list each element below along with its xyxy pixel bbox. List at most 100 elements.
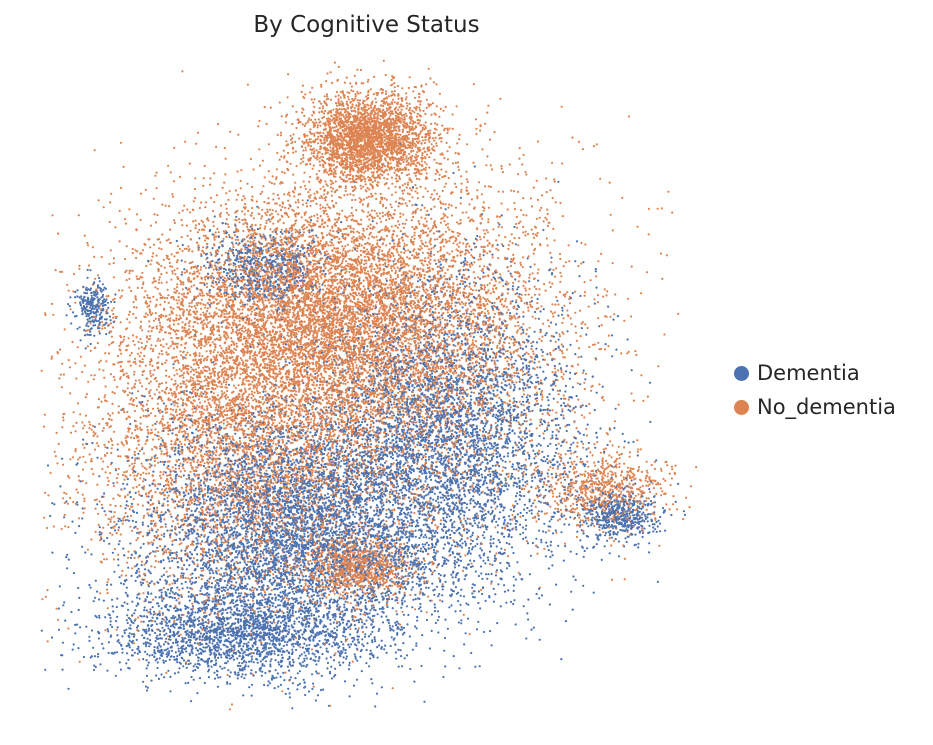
point [419,580,421,582]
point [655,459,657,461]
point [669,508,671,510]
point [366,215,368,217]
point [340,96,342,98]
point [92,647,94,649]
point [427,227,429,229]
point [469,362,471,364]
point [398,224,400,226]
point [342,622,344,624]
point [471,198,473,200]
point [618,490,620,492]
point [66,284,68,286]
point [496,545,498,547]
point [163,662,165,664]
point [562,345,564,347]
point [213,494,215,496]
point [558,339,560,341]
point [430,479,432,481]
point [175,599,177,601]
point [292,364,294,366]
point [199,677,201,679]
point [486,482,488,484]
point [620,474,622,476]
point [491,279,493,281]
point [345,601,347,603]
point [235,387,237,389]
point [190,366,192,368]
point [517,321,519,323]
point [257,125,259,127]
point [117,520,119,522]
point [567,450,569,452]
point [522,311,524,313]
point [272,482,274,484]
point [292,312,294,314]
point [127,567,129,569]
point [65,493,67,495]
point [117,554,119,556]
point [415,598,417,600]
point [140,219,142,221]
point [134,410,136,412]
point [666,464,668,466]
point [138,571,140,573]
point [291,233,293,235]
point [484,470,486,472]
point [132,334,134,336]
point [228,234,230,236]
point [456,302,458,304]
point [212,341,214,343]
point [138,444,140,446]
point [582,585,584,587]
point [247,84,249,86]
point [404,462,406,464]
point [405,319,407,321]
point [368,665,370,667]
point [385,207,387,209]
point [283,421,285,423]
point [266,209,268,211]
point [637,493,639,495]
point [362,631,364,633]
point [268,311,270,313]
point [404,592,406,594]
point [461,507,463,509]
point [310,453,312,455]
point [134,383,136,385]
point [589,412,591,414]
point [304,93,306,95]
point [170,337,172,339]
point [451,214,453,216]
point [563,560,565,562]
point [456,284,458,286]
point [411,589,413,591]
point [176,414,178,416]
point [88,421,90,423]
point [139,427,141,429]
point [47,640,49,642]
point [467,604,469,606]
point [439,133,441,135]
point [147,687,149,689]
point [225,457,227,459]
point [587,466,589,468]
point [300,158,302,160]
point [532,316,534,318]
point [213,237,215,239]
point [509,523,511,525]
point [247,405,249,407]
point [359,365,361,367]
point [457,166,459,168]
point [557,315,559,317]
point [160,453,162,455]
point [119,210,121,212]
point [618,466,620,468]
point [186,568,188,570]
point [338,528,340,530]
point [339,339,341,341]
point [470,489,472,491]
point [241,210,243,212]
point [329,146,331,148]
point [609,182,611,184]
point [87,549,89,551]
